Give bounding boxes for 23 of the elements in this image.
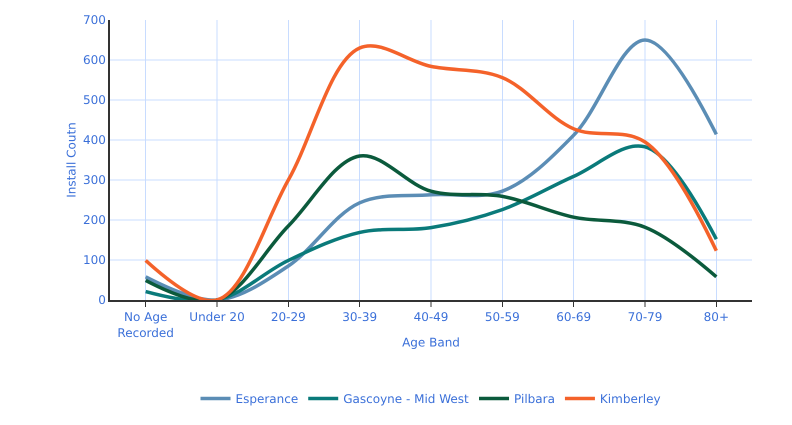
y-tick-label: 600	[82, 53, 106, 68]
y-tick-label: 0	[98, 293, 106, 308]
x-tick-label: 80+	[704, 310, 729, 324]
legend-label: Gascoyne - Mid West	[343, 392, 470, 406]
y-tick-label: 100	[82, 253, 106, 268]
x-tick-label: 30-39	[342, 310, 378, 324]
x-tick-label: 50-59	[484, 310, 520, 324]
y-axis-title: Install Coutn	[64, 122, 78, 198]
y-tick-label: 700	[82, 13, 106, 28]
legend-label: Pilbara	[514, 392, 555, 406]
y-tick-label: 400	[82, 133, 106, 148]
x-tick-label: 60-69	[556, 310, 592, 324]
x-tick-label: 70-79	[628, 310, 662, 324]
legend-label: Esperance	[236, 392, 298, 406]
x-tick-label: Under 20	[189, 310, 245, 324]
x-tick-label: No Age Recorded	[117, 310, 174, 340]
legend-label: Kimberley	[600, 392, 661, 406]
x-tick-label: 40-49	[414, 310, 448, 324]
x-tick-label: 20-29	[270, 310, 306, 324]
x-axis-title: Age Band	[402, 336, 460, 350]
y-tick-label: 200	[82, 213, 106, 228]
y-tick-label: 500	[82, 93, 106, 108]
y-tick-label: 300	[82, 173, 106, 188]
